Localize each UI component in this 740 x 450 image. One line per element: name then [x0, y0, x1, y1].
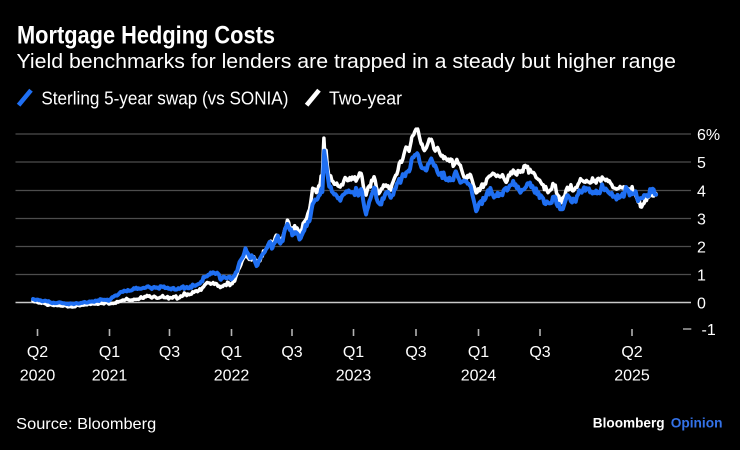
svg-text:2024: 2024	[461, 368, 497, 385]
svg-text:Q3: Q3	[529, 344, 550, 361]
svg-text:5: 5	[697, 155, 706, 172]
svg-text:2: 2	[697, 239, 706, 256]
svg-text:Q1: Q1	[99, 344, 120, 361]
svg-text:Q2: Q2	[27, 344, 48, 361]
svg-text:Bloomberg: Bloomberg	[593, 415, 665, 431]
svg-text:Q1: Q1	[221, 344, 242, 361]
svg-text:Mortgage Hedging Costs: Mortgage Hedging Costs	[17, 22, 275, 50]
svg-text:Q1: Q1	[468, 344, 489, 361]
svg-text:6%: 6%	[697, 127, 720, 144]
svg-text:Q1: Q1	[343, 344, 364, 361]
svg-text:2025: 2025	[614, 368, 650, 385]
svg-text:2023: 2023	[336, 368, 372, 385]
svg-text:Sterling 5-year swap (vs SONIA: Sterling 5-year swap (vs SONIA)	[41, 89, 288, 109]
svg-text:Source: Bloomberg: Source: Bloomberg	[16, 416, 156, 433]
svg-text:Q3: Q3	[405, 344, 426, 361]
svg-text:Yield benchmarks for lenders a: Yield benchmarks for lenders are trapped…	[17, 51, 677, 73]
svg-text:0: 0	[697, 295, 706, 312]
svg-text:2020: 2020	[20, 368, 56, 385]
svg-text:Q3: Q3	[281, 344, 302, 361]
svg-text:Q3: Q3	[159, 344, 180, 361]
svg-text:Q2: Q2	[621, 344, 642, 361]
svg-text:Two-year: Two-year	[329, 89, 402, 109]
svg-text:2022: 2022	[214, 368, 250, 385]
svg-text:1: 1	[697, 267, 706, 284]
svg-text:3: 3	[697, 211, 706, 228]
svg-text:Opinion: Opinion	[671, 415, 723, 431]
svg-text:2021: 2021	[92, 368, 128, 385]
svg-text:4: 4	[697, 183, 706, 200]
svg-text:-1: -1	[702, 322, 716, 339]
